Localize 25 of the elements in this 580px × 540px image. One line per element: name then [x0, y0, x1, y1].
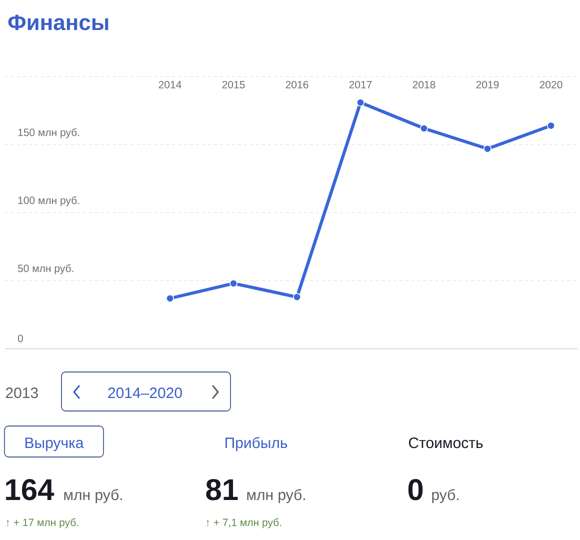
text: 81 — [206, 479, 238, 500]
text: Выручка — [25, 438, 84, 452]
text: руб. — [432, 489, 458, 504]
text: 164 — [6, 479, 54, 500]
text: ↑ + 17 млн руб. — [6, 518, 78, 528]
x-tick-label: 2014 — [158, 80, 182, 88]
text: млн руб. — [247, 489, 305, 504]
x-tick-label: 2019 — [476, 80, 499, 88]
text: 2014–2020 — [108, 388, 182, 398]
text: 0 — [408, 479, 423, 500]
y-tick-label: 50 млн руб. — [18, 264, 74, 274]
y-tick-label: 150 млн руб. — [18, 128, 80, 138]
x-tick-label: 2017 — [349, 80, 372, 88]
text: Прибыль — [226, 437, 288, 452]
x-tick-label: 2015 — [222, 80, 245, 88]
text: 2013 — [6, 388, 38, 398]
chart-title: Финансы — [8, 14, 108, 30]
text: ↑ + 7,1 млн руб. — [206, 518, 282, 528]
x-tick-label: 2018 — [412, 80, 436, 88]
x-tick-label: 2016 — [286, 80, 308, 88]
y-tick-label: 0 — [18, 334, 23, 342]
text: млн руб. — [64, 489, 122, 504]
text: Стоимость — [408, 438, 483, 448]
y-tick-label: 100 млн руб. — [18, 196, 80, 206]
x-tick-label: 2020 — [540, 80, 562, 88]
